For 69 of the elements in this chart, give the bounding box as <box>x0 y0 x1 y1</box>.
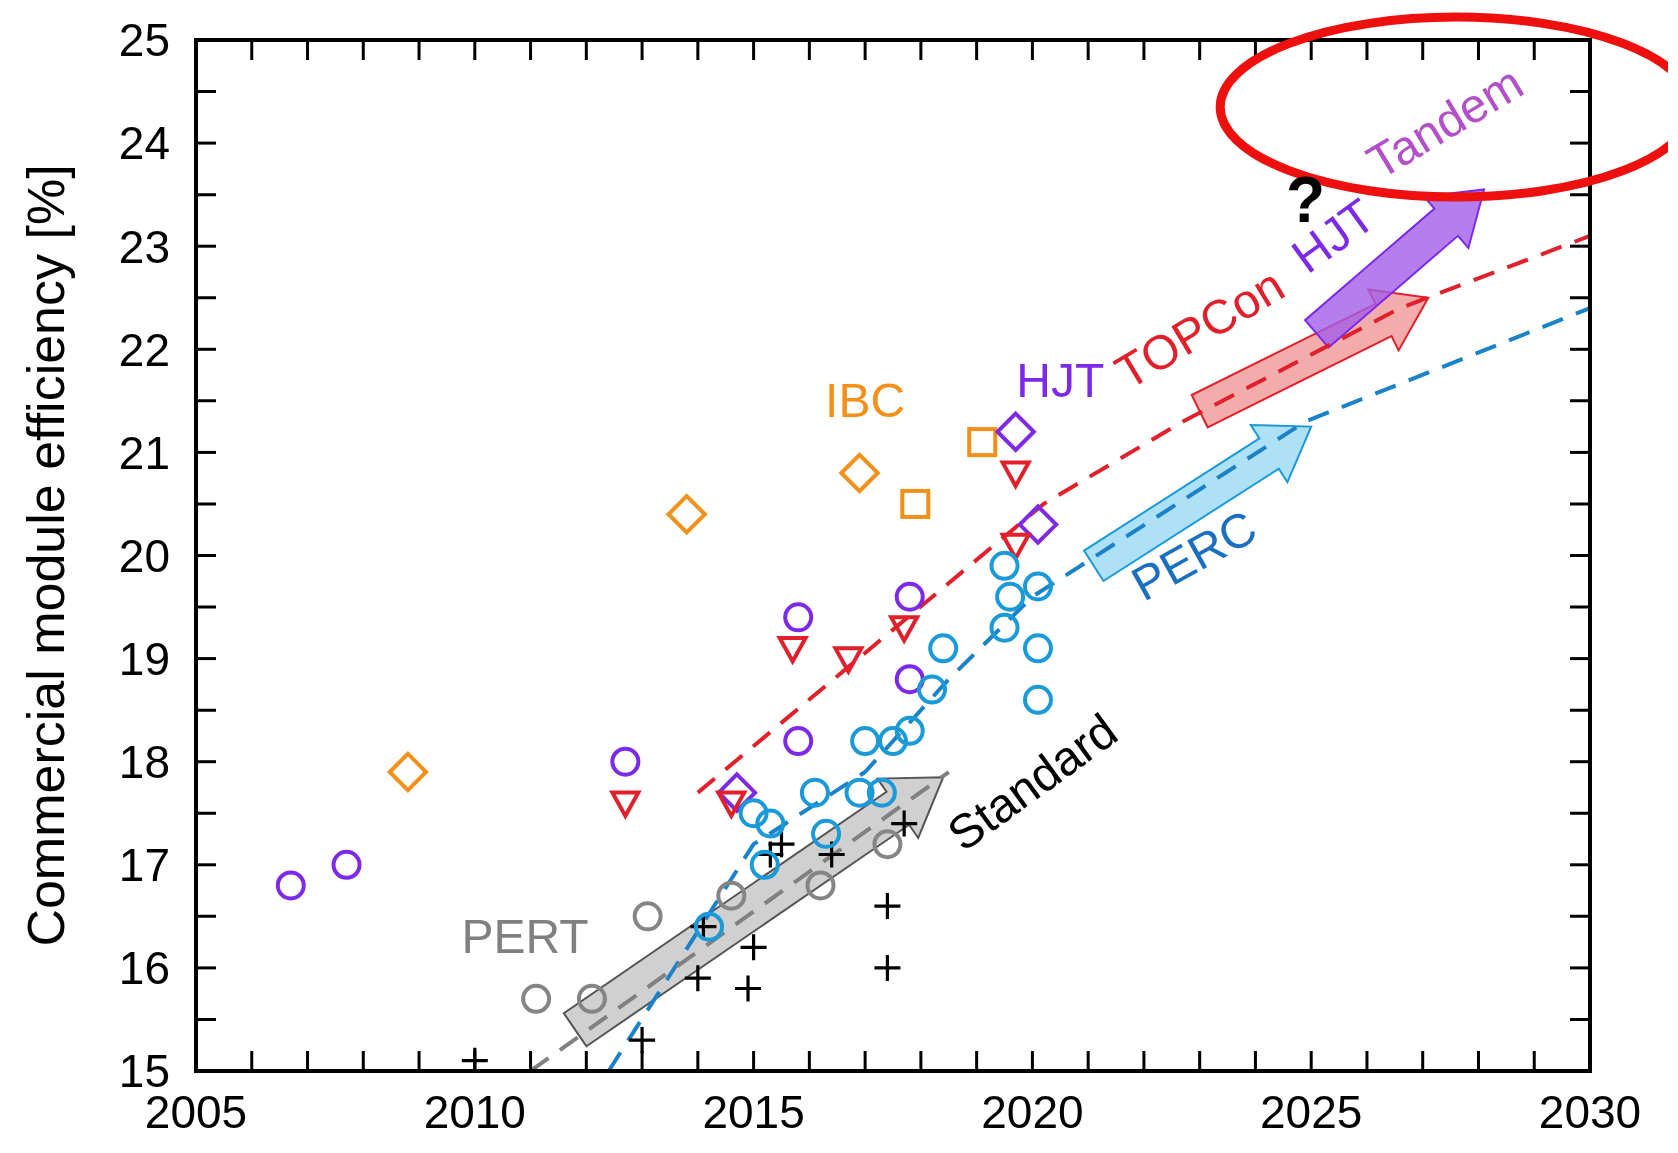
point <box>693 911 724 942</box>
y-tick-label: 21 <box>118 426 170 479</box>
point <box>891 810 918 837</box>
x-tick-label: 2015 <box>702 1085 805 1138</box>
y-tick-label: 20 <box>118 529 170 582</box>
point <box>576 983 607 1014</box>
point <box>839 452 880 494</box>
y-tick-label: 24 <box>118 117 170 170</box>
point <box>387 751 429 793</box>
point <box>866 777 897 808</box>
point <box>989 612 1020 643</box>
y-tick-label: 17 <box>118 839 170 892</box>
x-tick-label: 2020 <box>981 1085 1084 1138</box>
annotation: HJT <box>1016 353 1105 407</box>
point <box>632 901 663 932</box>
point <box>1022 571 1053 602</box>
point <box>811 818 842 849</box>
point <box>610 790 641 818</box>
y-tick-label: 18 <box>118 736 170 789</box>
point <box>850 726 881 757</box>
point <box>738 798 769 829</box>
point <box>799 777 830 808</box>
x-tick-label: 2030 <box>1538 1085 1642 1138</box>
annotation: PERT <box>461 910 589 964</box>
point <box>755 808 786 839</box>
y-tick-label: 25 <box>118 14 170 67</box>
point <box>610 746 641 777</box>
point <box>275 870 306 901</box>
point <box>716 880 747 911</box>
point <box>783 726 814 757</box>
point <box>900 488 931 519</box>
point <box>735 975 762 1002</box>
point <box>894 581 925 612</box>
x-tick-label: 2010 <box>423 1085 526 1138</box>
point <box>768 831 795 858</box>
point <box>740 934 767 961</box>
point <box>1000 532 1031 561</box>
point <box>995 581 1026 612</box>
point <box>749 849 780 880</box>
point <box>844 777 875 808</box>
y-tick-label: 23 <box>118 220 170 273</box>
point <box>833 646 864 674</box>
y-axis-title: Commercial module efficiency [%] <box>17 164 75 947</box>
point <box>894 715 925 746</box>
point <box>1022 633 1053 664</box>
annotation: IBC <box>825 374 906 428</box>
point <box>684 965 711 992</box>
point <box>1017 504 1059 545</box>
point <box>666 494 707 535</box>
point <box>928 633 959 664</box>
point <box>783 602 814 633</box>
y-tick-label: 22 <box>118 323 170 376</box>
point <box>995 411 1036 452</box>
point <box>805 870 836 901</box>
point <box>331 849 362 880</box>
point <box>917 674 948 705</box>
point <box>874 893 901 920</box>
point <box>872 829 903 860</box>
point <box>461 1047 488 1071</box>
point <box>874 954 901 981</box>
y-tick-label: 19 <box>118 632 170 685</box>
point <box>967 427 998 458</box>
point <box>989 550 1020 581</box>
y-tick-label: 16 <box>118 942 170 995</box>
point <box>878 726 908 757</box>
point <box>521 983 552 1014</box>
x-tick-label: 2025 <box>1260 1085 1363 1138</box>
point <box>889 615 920 643</box>
point <box>629 1027 656 1054</box>
